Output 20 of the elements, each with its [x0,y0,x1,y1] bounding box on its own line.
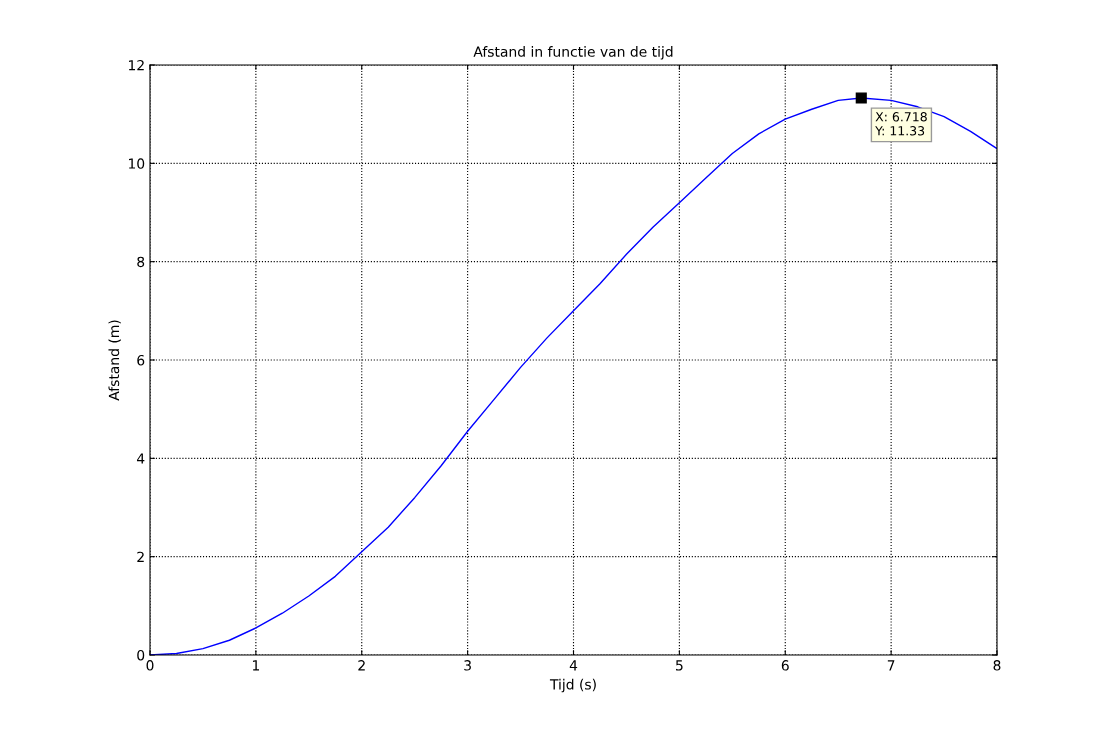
y-axis-title: Afstand (m) [108,320,121,401]
chart-title: Afstand in functie van de tijd [473,46,673,60]
x-tick-label: 5 [676,660,683,671]
x-tick-label: 4 [569,660,578,671]
y-tick-label: 6 [137,354,145,366]
y-tick-label: 4 [136,453,145,464]
y-tick-label: 8 [137,256,145,268]
x-tick-label: 3 [464,660,471,671]
x-tick-label: 8 [993,660,1001,671]
x-tick-label: 2 [358,660,365,671]
x-tick-label: 0 [146,660,154,671]
y-tick-label: 2 [137,551,144,562]
y-tick-label: 0 [137,649,145,661]
x-tick-label: 6 [781,660,789,671]
x-tick-label: 1 [252,660,260,671]
x-tick-label: 7 [887,660,895,671]
y-tick-label: 10 [128,158,145,169]
y-tick-label: 12 [128,59,144,71]
x-axis-title: Tijd (s) [549,678,596,693]
annotation: X: 6.718 Y: 11.33 [875,112,927,136]
